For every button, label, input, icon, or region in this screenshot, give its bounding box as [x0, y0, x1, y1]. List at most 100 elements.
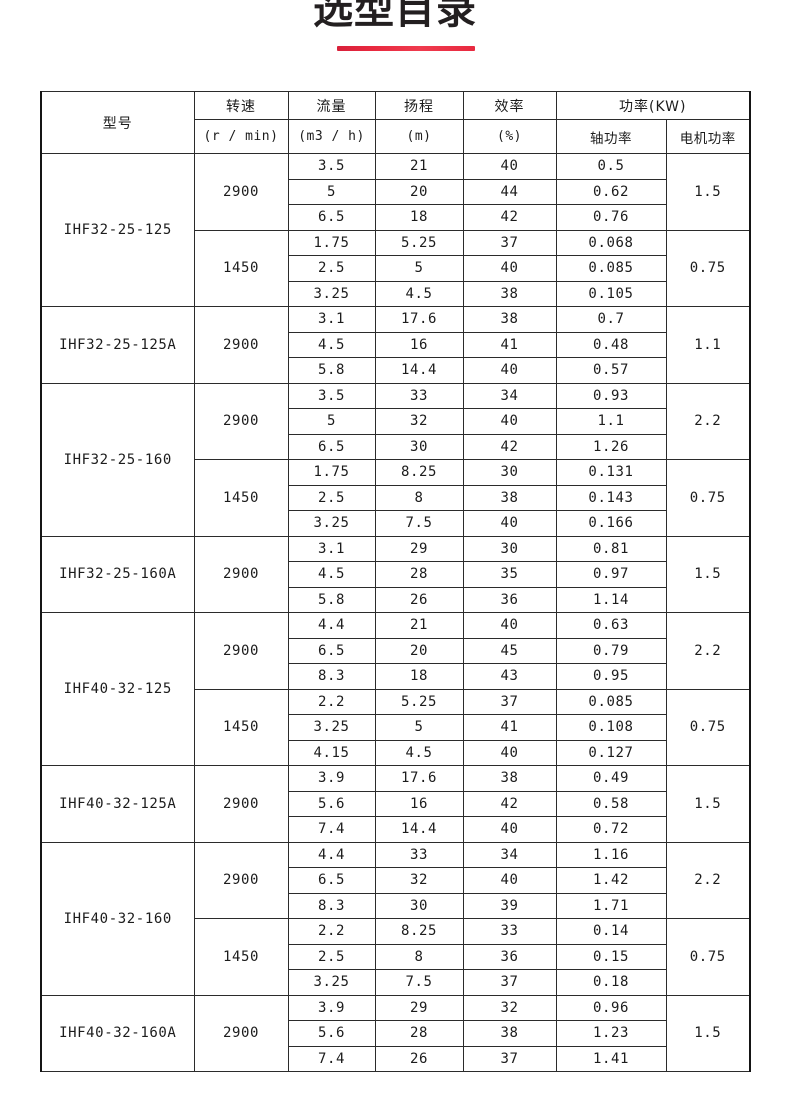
- th-model: 型号: [40, 91, 195, 154]
- cell-speed: 2900: [193, 382, 289, 460]
- title-underline-accent: [337, 46, 475, 51]
- cell-head: 28: [374, 561, 464, 588]
- cell-flow: 3.9: [287, 994, 376, 1021]
- cell-efficiency: 34: [462, 841, 557, 868]
- cell-flow: 4.5: [287, 331, 376, 358]
- table-row: IHF40-32-125 2900 4.4 21 40 0.63 2.2: [40, 612, 752, 766]
- cell-motor-power: 1.5: [665, 535, 752, 613]
- cell-efficiency: 30: [462, 535, 557, 562]
- cell-shaft-power: 0.49: [555, 765, 667, 792]
- cell-head: 5: [374, 255, 464, 282]
- cell-shaft-power: 0.58: [555, 790, 667, 817]
- th-power: 功率(KW): [555, 91, 752, 120]
- cell-head: 20: [374, 178, 464, 205]
- cell-flow: 5.6: [287, 1020, 376, 1047]
- cell-efficiency: 38: [462, 1020, 557, 1047]
- cell-flow: 3.25: [287, 280, 376, 307]
- cell-shaft-power: 1.23: [555, 1020, 667, 1047]
- th-efficiency: 效率: [462, 91, 557, 120]
- cell-speed: 1450: [193, 918, 289, 996]
- table-row: 1450 2.2 8.25 33 0.14 0.75: [41, 918, 752, 996]
- cell-model: IHF32-25-125A: [40, 306, 195, 384]
- table-row: IHF32-25-125 2900 3.5 21 40 0.5 1.5: [40, 153, 752, 307]
- cell-flow: 2.5: [287, 484, 376, 511]
- cell-flow: 3.9: [287, 765, 376, 792]
- cell-efficiency: 37: [462, 688, 557, 715]
- cell-shaft-power: 0.18: [555, 969, 667, 996]
- cell-shaft-power: 0.143: [555, 484, 667, 511]
- th-flow: 流量: [287, 91, 376, 120]
- cell-shaft-power: 1.71: [555, 892, 667, 919]
- cell-model: IHF40-32-125: [40, 612, 195, 766]
- cell-efficiency: 37: [462, 1045, 557, 1072]
- table-row: IHF32-25-160 2900 3.5 33 34 0.93 2.2: [40, 382, 752, 537]
- table-row: 6.5 18 42 0.76: [41, 204, 750, 231]
- cell-shaft-power: 1.41: [555, 1045, 667, 1072]
- cell-model: IHF40-32-125A: [40, 765, 195, 843]
- cell-head: 14.4: [374, 357, 464, 384]
- cell-head: 18: [374, 204, 464, 231]
- cell-shaft-power: 0.72: [555, 816, 667, 843]
- cell-efficiency: 38: [462, 306, 557, 333]
- cell-efficiency: 38: [462, 765, 557, 792]
- table-row: IHF32-25-160A 2900 3.1 29 30 0.81 1.5: [40, 535, 752, 613]
- title-block: 选型目录: [0, 0, 790, 88]
- cell-speed: 2900: [193, 994, 289, 1072]
- cell-flow: 2.2: [287, 688, 376, 715]
- cell-shaft-power: 0.57: [555, 357, 667, 384]
- cell-head: 18: [374, 663, 464, 690]
- cell-flow: 3.25: [287, 969, 376, 996]
- cell-head: 26: [374, 1045, 464, 1072]
- cell-flow: 5.8: [287, 357, 376, 384]
- th-shaft-power: 轴功率: [555, 119, 667, 154]
- th-speed: 转速: [193, 91, 289, 120]
- cell-motor-power: 1.5: [665, 153, 752, 231]
- cell-efficiency: 38: [462, 280, 557, 307]
- cell-efficiency: 40: [462, 357, 557, 384]
- cell-head: 33: [374, 382, 464, 409]
- cell-head: 29: [374, 535, 464, 562]
- cell-speed: 2900: [193, 765, 289, 843]
- cell-efficiency: 36: [462, 943, 557, 970]
- cell-flow: 4.15: [287, 739, 376, 766]
- cell-flow: 6.5: [287, 637, 376, 664]
- cell-efficiency: 30: [462, 459, 557, 486]
- cell-head: 20: [374, 637, 464, 664]
- table-row: IHF40-32-125A 2900 3.9 17.6 38 0.49 1.5: [40, 765, 752, 843]
- cell-head: 4.5: [374, 739, 464, 766]
- cell-head: 16: [374, 331, 464, 358]
- cell-flow: 2.2: [287, 918, 376, 945]
- cell-efficiency: 40: [462, 408, 557, 435]
- cell-speed: 1450: [193, 459, 289, 537]
- cell-flow: 5.6: [287, 790, 376, 817]
- cell-shaft-power: 1.1: [555, 408, 667, 435]
- cell-shaft-power: 0.105: [555, 280, 667, 307]
- cell-flow: 8.3: [287, 663, 376, 690]
- cell-efficiency: 37: [462, 229, 557, 256]
- table-row: 4.5 16 41 0.48: [41, 331, 750, 358]
- th-speed-unit: (r / min): [193, 119, 289, 154]
- cell-flow: 4.5: [287, 561, 376, 588]
- cell-motor-power: 0.75: [665, 688, 752, 766]
- cell-head: 28: [374, 1020, 464, 1047]
- cell-head: 8.25: [374, 459, 464, 486]
- cell-shaft-power: 0.166: [555, 510, 667, 537]
- cell-shaft-power: 0.76: [555, 204, 667, 231]
- cell-head: 8: [374, 943, 464, 970]
- cell-motor-power: 2.2: [665, 382, 752, 460]
- cell-shaft-power: 0.085: [555, 255, 667, 282]
- cell-efficiency: 41: [462, 714, 557, 741]
- cell-head: 32: [374, 408, 464, 435]
- cell-flow: 8.3: [287, 892, 376, 919]
- cell-efficiency: 43: [462, 663, 557, 690]
- cell-shaft-power: 0.7: [555, 306, 667, 333]
- cell-shaft-power: 1.26: [555, 433, 667, 460]
- table-row: 5 32 40 1.1: [41, 408, 750, 435]
- table-row: 2.5 8 36 0.15: [41, 943, 750, 970]
- cell-efficiency: 42: [462, 433, 557, 460]
- selection-spec-table: 型号 转速 流量 扬程 效率 功率(KW) (r / min) (m) (%) …: [40, 91, 752, 1072]
- cell-flow: 4.4: [287, 612, 376, 639]
- cell-head: 5.25: [374, 229, 464, 256]
- cell-flow: 3.25: [287, 714, 376, 741]
- cell-shaft-power: 0.97: [555, 561, 667, 588]
